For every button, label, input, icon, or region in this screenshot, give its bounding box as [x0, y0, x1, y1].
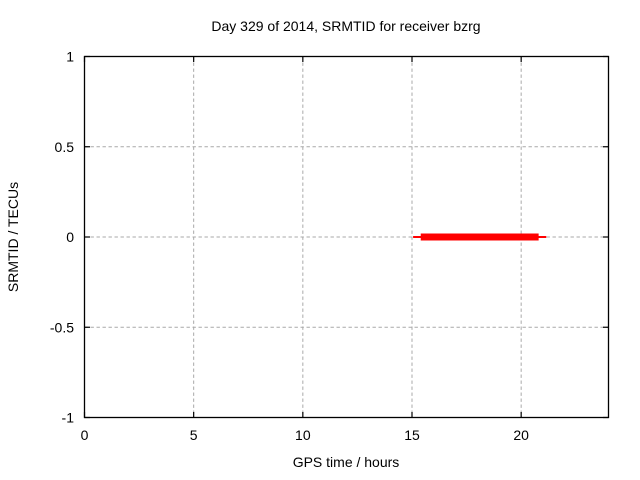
chart-title: Day 329 of 2014, SRMTID for receiver bzr…	[211, 18, 481, 34]
x-axis-label: GPS time / hours	[292, 454, 400, 470]
y-tick-label: -0.5	[50, 319, 74, 335]
x-tick-label: 5	[190, 427, 198, 443]
x-tick-label: 15	[404, 427, 420, 443]
x-tick-label: 0	[81, 427, 89, 443]
y-tick-label: 1	[66, 49, 74, 65]
y-tick-label: 0.5	[55, 139, 75, 155]
x-tick-label: 10	[295, 427, 311, 443]
x-tick-label: 20	[513, 427, 529, 443]
y-tick-label: -1	[62, 410, 75, 426]
y-tick-label: 0	[66, 229, 74, 245]
